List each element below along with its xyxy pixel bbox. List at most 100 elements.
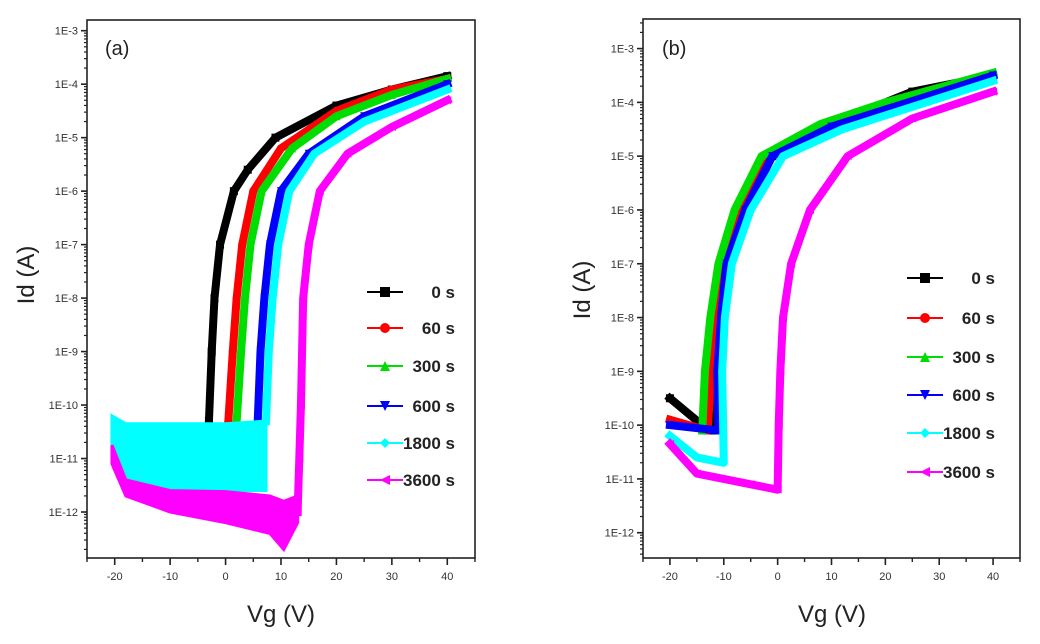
legend-item: 300 s bbox=[907, 348, 995, 367]
data-point bbox=[207, 347, 216, 356]
legend-label: 300 s bbox=[412, 357, 455, 376]
data-point bbox=[443, 80, 452, 89]
x-tick-label: 20 bbox=[330, 571, 342, 583]
data-point bbox=[299, 294, 308, 303]
data-point bbox=[240, 294, 249, 303]
legend-item: 3600 s bbox=[367, 471, 455, 490]
legend-marker-icon bbox=[380, 287, 390, 297]
x-tick-label: 0 bbox=[775, 571, 781, 583]
legend-item: 600 s bbox=[367, 397, 455, 416]
data-point bbox=[989, 87, 998, 96]
data-point bbox=[779, 152, 788, 161]
x-tick-label: 10 bbox=[825, 571, 837, 583]
data-point bbox=[237, 347, 246, 356]
data-point bbox=[210, 294, 219, 303]
data-point bbox=[665, 421, 674, 430]
legend-marker-icon bbox=[380, 401, 390, 411]
x-tick-label: 40 bbox=[441, 571, 453, 583]
legend-marker-icon bbox=[920, 313, 930, 323]
legend-marker-icon bbox=[920, 352, 930, 362]
data-point bbox=[232, 294, 241, 303]
y-tick-label: 1E-3 bbox=[611, 44, 634, 56]
data-point bbox=[718, 367, 727, 376]
x-tick-label: 30 bbox=[386, 571, 398, 583]
y-tick-label: 1E-5 bbox=[611, 151, 634, 163]
data-point bbox=[277, 144, 285, 153]
legend-item: 0 s bbox=[907, 269, 995, 288]
legend-label: 600 s bbox=[952, 386, 995, 405]
y-tick-label: 1E-11 bbox=[49, 454, 78, 466]
legend-marker-icon bbox=[920, 273, 930, 283]
data-point bbox=[249, 187, 258, 196]
x-tick-label: -10 bbox=[716, 571, 732, 583]
data-point bbox=[277, 187, 285, 196]
legend-label: 0 s bbox=[431, 283, 455, 302]
data-point bbox=[805, 205, 814, 214]
y-tick-label: 1E-7 bbox=[55, 240, 78, 252]
legend-item: 1800 s bbox=[367, 434, 455, 453]
y-tick-label: 1E-8 bbox=[611, 313, 634, 325]
chart-panel-b: 1E-3 1E-4 1E-5 1E-6 1E-7 1E-8 1E-9 1E-10 1E-11 1E… bbox=[569, 18, 1021, 628]
data-point bbox=[243, 165, 252, 174]
data-point bbox=[719, 458, 728, 467]
data-point bbox=[665, 439, 674, 448]
data-point bbox=[787, 259, 796, 268]
x-tick-label: 0 bbox=[223, 571, 229, 583]
data-point bbox=[816, 119, 825, 128]
y-tick-label: 1E-11 bbox=[605, 474, 634, 486]
legend-marker-icon bbox=[920, 467, 930, 477]
data-point bbox=[443, 85, 452, 94]
y-tick-label: 1E-3 bbox=[55, 26, 78, 38]
data-point bbox=[768, 152, 777, 161]
panel-label: (a) bbox=[105, 38, 129, 60]
data-point bbox=[665, 431, 674, 440]
data-point bbox=[387, 90, 396, 99]
series-offstate-band-5 bbox=[110, 444, 300, 553]
data-point bbox=[285, 187, 294, 196]
legend-item: 60 s bbox=[367, 319, 455, 338]
data-point bbox=[773, 485, 782, 494]
legend-marker-icon bbox=[380, 475, 390, 485]
legend-item: 1800 s bbox=[907, 424, 995, 443]
data-point bbox=[776, 367, 785, 376]
data-point bbox=[700, 367, 709, 376]
data-point bbox=[989, 76, 998, 85]
y-tick-label: 1E-7 bbox=[611, 259, 634, 271]
data-point bbox=[343, 149, 352, 158]
legend-label: 1800 s bbox=[943, 424, 995, 443]
data-point bbox=[216, 240, 225, 249]
data-point bbox=[881, 98, 890, 107]
legend-item: 600 s bbox=[907, 386, 995, 405]
x-tick-label: 40 bbox=[987, 571, 999, 583]
legend: 0 s 60 s 300 s 600 s 1800 s 3600 s bbox=[367, 283, 455, 490]
data-point bbox=[246, 240, 255, 249]
data-point bbox=[262, 417, 271, 426]
x-axis-title: Vg (V) bbox=[247, 601, 315, 628]
y-tick-label: 1E-8 bbox=[55, 293, 78, 305]
y-tick-label: 1E-12 bbox=[605, 528, 634, 540]
data-point bbox=[332, 112, 341, 121]
data-point bbox=[730, 205, 739, 214]
data-point bbox=[229, 187, 238, 196]
y-tick-label: 1E-9 bbox=[611, 366, 634, 378]
plot-area bbox=[664, 67, 999, 494]
series-line-4 bbox=[664, 75, 999, 467]
legend-item: 3600 s bbox=[907, 463, 995, 482]
data-point bbox=[288, 144, 297, 153]
data-point bbox=[779, 313, 788, 322]
chart-panel-a: 1E-3 1E-4 1E-5 1E-6 1E-7 1E-8 1E-9 1E-10 1E-11 1E… bbox=[13, 19, 476, 628]
legend-marker-icon bbox=[380, 438, 390, 448]
data-point bbox=[714, 259, 723, 268]
legend-marker-icon bbox=[920, 390, 930, 400]
data-point bbox=[774, 421, 783, 430]
series-offstate-band-4 bbox=[110, 413, 268, 493]
data-point bbox=[443, 96, 452, 105]
x-tick-label: 30 bbox=[933, 571, 945, 583]
y-tick-label: 1E-10 bbox=[49, 400, 78, 412]
data-point bbox=[989, 71, 998, 80]
data-point bbox=[908, 114, 917, 123]
y-tick-label: 1E-9 bbox=[55, 347, 78, 359]
data-point bbox=[665, 394, 674, 403]
legend-marker-icon bbox=[380, 323, 390, 333]
